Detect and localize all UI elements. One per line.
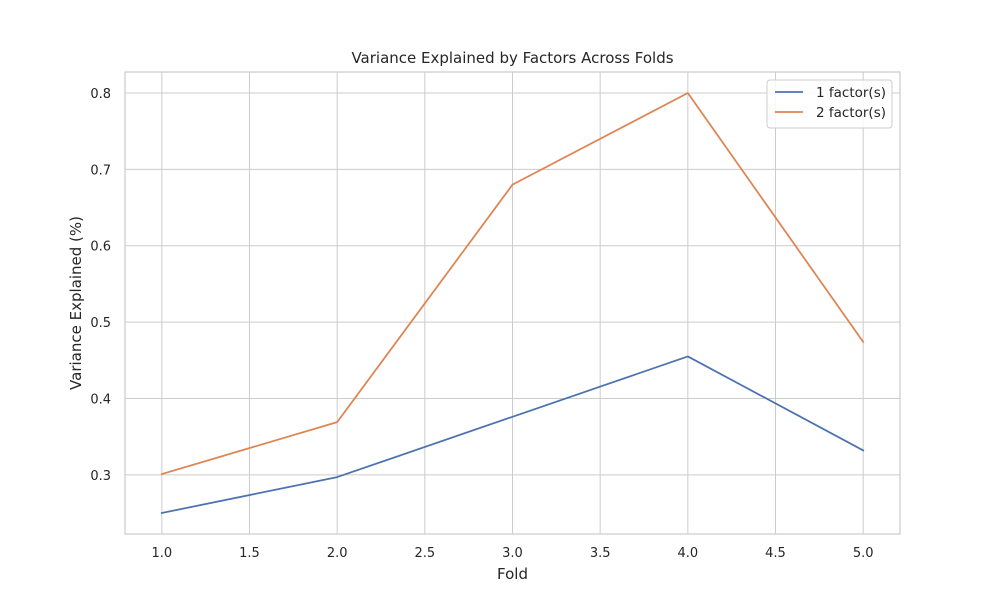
y-tick-label: 0.8 bbox=[90, 87, 111, 102]
y-tick-label: 0.3 bbox=[90, 469, 111, 484]
x-axis-ticks: 1.0 1.5 2.0 2.5 3.0 3.5 4.0 4.5 5.0 bbox=[151, 546, 873, 561]
y-axis-label: Variance Explained (%) bbox=[67, 216, 85, 390]
x-tick-label: 3.5 bbox=[590, 546, 611, 561]
y-tick-label: 0.6 bbox=[90, 240, 111, 255]
chart-title: Variance Explained by Factors Across Fol… bbox=[351, 49, 673, 67]
x-tick-label: 4.0 bbox=[677, 546, 698, 561]
grid-lines bbox=[125, 72, 900, 534]
series-line-2 bbox=[160, 92, 865, 476]
x-tick-label: 1.0 bbox=[151, 546, 172, 561]
plot-frame bbox=[124, 71, 901, 535]
series-lines bbox=[160, 92, 865, 515]
legend-label: 1 factor(s) bbox=[816, 85, 886, 101]
y-tick-label: 0.4 bbox=[90, 392, 111, 407]
x-tick-label: 5.0 bbox=[853, 546, 874, 561]
x-tick-label: 2.0 bbox=[327, 546, 348, 561]
y-axis-ticks: 0.3 0.4 0.5 0.6 0.7 0.8 bbox=[90, 87, 111, 484]
x-axis-label: Fold bbox=[497, 565, 528, 583]
legend: 1 factor(s) 2 factor(s) bbox=[766, 79, 893, 129]
x-tick-label: 2.5 bbox=[414, 546, 435, 561]
x-tick-label: 4.5 bbox=[765, 546, 786, 561]
y-tick-label: 0.7 bbox=[90, 163, 111, 178]
x-tick-label: 3.0 bbox=[502, 546, 523, 561]
x-tick-label: 1.5 bbox=[239, 546, 260, 561]
y-tick-label: 0.5 bbox=[90, 316, 111, 331]
series-line-1 bbox=[160, 355, 865, 515]
legend-label: 2 factor(s) bbox=[816, 105, 886, 121]
